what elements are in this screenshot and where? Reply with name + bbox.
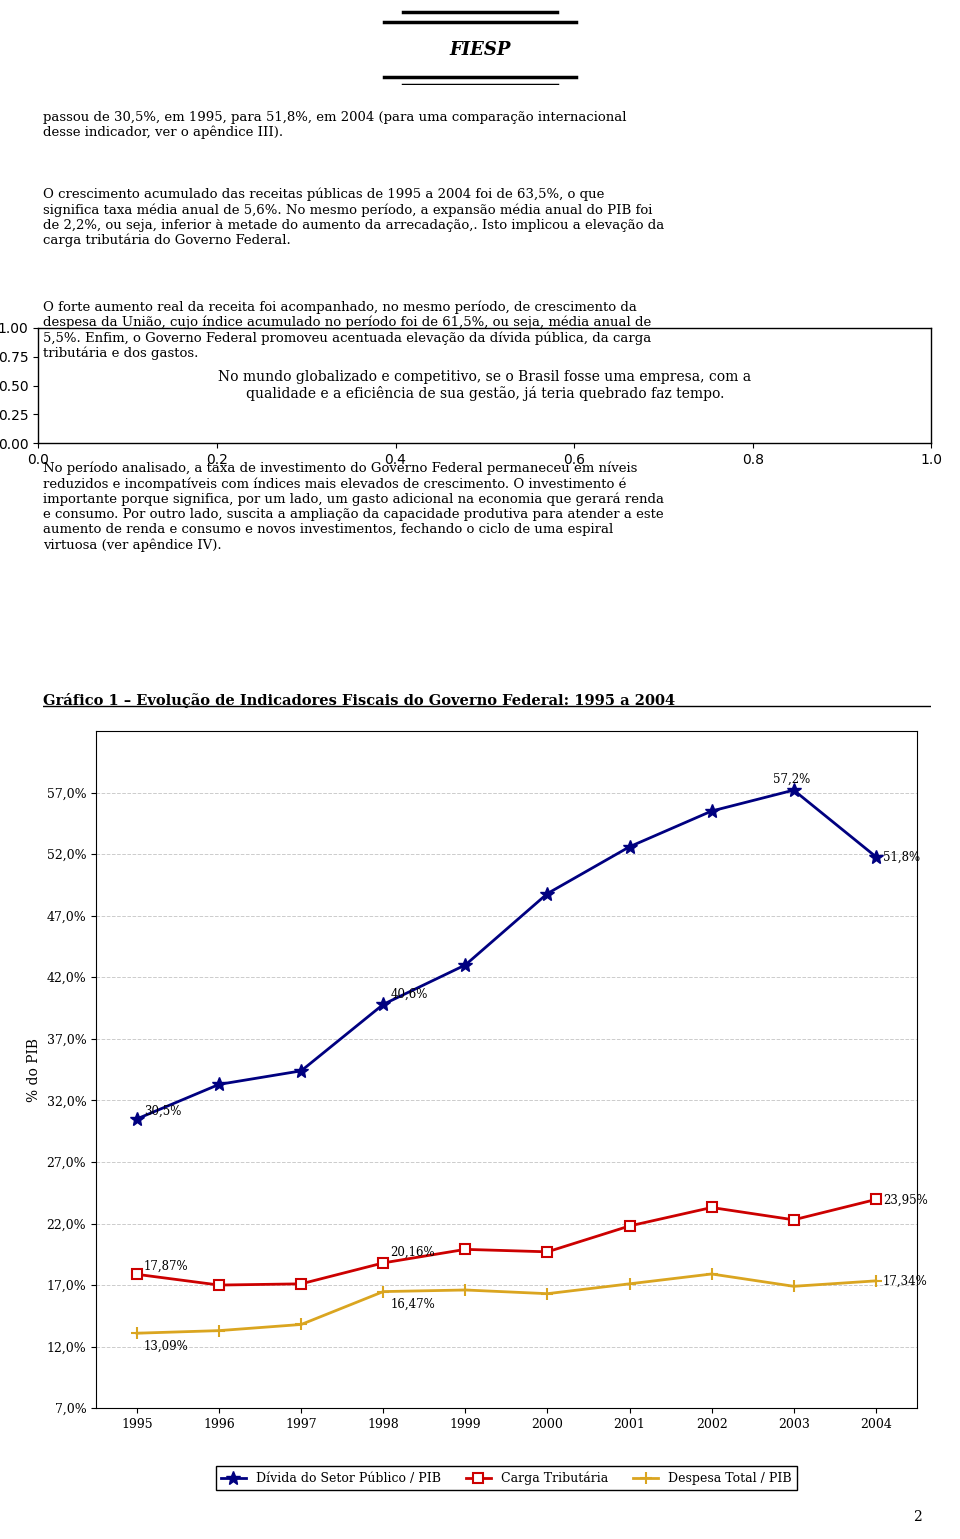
Text: passou de 30,5%, em 1995, para 51,8%, em 2004 (para uma comparação internacional: passou de 30,5%, em 1995, para 51,8%, em… xyxy=(43,111,627,140)
Text: 51,8%: 51,8% xyxy=(882,851,920,863)
Text: Gráfico 1 – Evolução de Indicadores Fiscais do Governo Federal: 1995 a 2004: Gráfico 1 – Evolução de Indicadores Fisc… xyxy=(43,693,675,708)
Text: 30,5%: 30,5% xyxy=(144,1105,181,1117)
Text: FIESP: FIESP xyxy=(449,42,511,58)
Text: 23,95%: 23,95% xyxy=(882,1194,927,1207)
Text: 16,47%: 16,47% xyxy=(390,1299,435,1311)
Text: 13,09%: 13,09% xyxy=(144,1340,189,1353)
Text: No mundo globalizado e competitivo, se o Brasil fosse uma empresa, com a
qualida: No mundo globalizado e competitivo, se o… xyxy=(218,369,752,402)
Y-axis label: % do PIB: % do PIB xyxy=(27,1037,41,1102)
Text: No período analisado, a taxa de investimento do Governo Federal permaneceu em ní: No período analisado, a taxa de investim… xyxy=(43,462,664,553)
Text: 2: 2 xyxy=(913,1510,922,1524)
Text: 17,34%: 17,34% xyxy=(882,1274,927,1288)
Text: O forte aumento real da receita foi acompanhado, no mesmo período, de cresciment: O forte aumento real da receita foi acom… xyxy=(43,300,652,360)
Text: 40,6%: 40,6% xyxy=(390,988,427,1000)
Text: 17,87%: 17,87% xyxy=(144,1260,188,1273)
Text: 57,2%: 57,2% xyxy=(773,773,810,786)
Text: O crescimento acumulado das receitas públicas de 1995 a 2004 foi de 63,5%, o que: O crescimento acumulado das receitas púb… xyxy=(43,188,664,248)
Text: 20,16%: 20,16% xyxy=(390,1247,435,1259)
Legend: Dívida do Setor Público / PIB, Carga Tributária, Despesa Total / PIB: Dívida do Setor Público / PIB, Carga Tri… xyxy=(216,1467,797,1490)
